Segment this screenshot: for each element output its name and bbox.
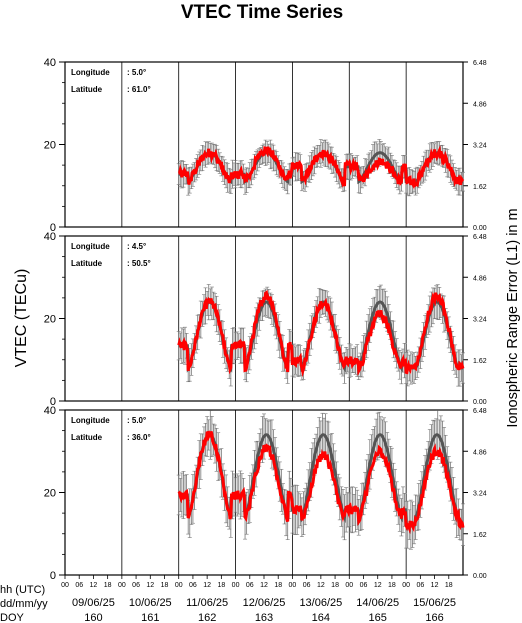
y-tick-label: 0 [50,396,56,408]
doy-label: 161 [141,612,159,623]
right-y-tick-label: 4.86 [473,275,487,282]
hour-tick-label: 00 [345,582,353,589]
doy-label: 165 [369,612,387,623]
right-y-tick-label: 0.00 [473,225,487,232]
y-tick-label: 40 [44,231,56,243]
hour-tick-label: 06 [246,582,254,589]
latitude-value: : 50.5° [127,259,151,268]
y-tick-label: 20 [44,488,56,500]
hour-tick-label: 00 [118,582,126,589]
y-tick-label: 0 [50,222,56,234]
hour-tick-label: 12 [203,582,211,589]
hour-tick-label: 00 [232,582,240,589]
doy-label: 163 [255,612,273,623]
panel-frame [64,235,464,402]
longitude-label: Longitude [71,242,110,251]
date-label: 14/06/25 [356,597,399,609]
date-label: 11/06/25 [186,597,228,609]
doy-label: 164 [312,612,330,623]
hour-tick-label: 18 [161,582,169,589]
y-tick-label: 20 [44,140,56,152]
right-y-tick-label: 6.48 [473,408,487,415]
hour-tick-label: 00 [175,582,183,589]
hour-tick-label: 18 [217,582,225,589]
panel-3: 0 20 40 0.00 1.62 3.24 4.86 6.48 Longitude : 5.0°… [44,405,487,582]
hour-tick-label: 18 [104,582,112,589]
longitude-value: : 5.0° [127,416,146,425]
hour-tick-label: 00 [289,582,297,589]
right-y-tick-label: 6.48 [473,234,487,241]
date-label: 09/06/25 [72,597,115,609]
right-y-tick-label: 4.86 [473,101,487,108]
hour-tick-label: 06 [132,582,140,589]
latitude-label: Latitude [71,85,103,94]
hour-tick-label: 06 [75,582,83,589]
y-tick-label: 40 [44,57,56,69]
hour-tick-label: 00 [61,582,69,589]
doy-label: 160 [84,612,102,623]
latitude-value: : 36.0° [127,433,151,442]
right-y-tick-label: 1.62 [473,532,487,539]
panels-group: 0 20 40 0.00 1.62 3.24 4.86 6.48 Longitude : 5.0°… [44,57,487,582]
hour-tick-label: 12 [90,582,98,589]
hour-tick-label: 06 [303,582,311,589]
hour-tick-label: 18 [274,582,282,589]
right-y-tick-label: 1.62 [473,358,487,365]
hour-tick-label: 18 [445,582,453,589]
hour-tick-label: 12 [374,582,382,589]
longitude-value: : 5.0° [127,68,146,77]
hour-tick-label: 06 [416,582,424,589]
date-label: 15/06/25 [413,597,456,609]
y-tick-label: 40 [44,405,56,417]
doy-label: 166 [425,612,443,623]
latitude-value: : 61.0° [127,85,151,94]
x-row-label: dd/mm/yy [0,598,48,610]
hour-tick-label: 12 [260,582,268,589]
right-y-tick-label: 1.62 [473,184,487,191]
x-row-label: DOY [0,612,25,623]
doy-label: 162 [198,612,216,623]
hour-tick-label: 06 [189,582,197,589]
hour-tick-label: 18 [331,582,339,589]
panel-1: 0 20 40 0.00 1.62 3.24 4.86 6.48 Longitude : 5.0°… [44,57,487,234]
hour-tick-label: 12 [146,582,154,589]
x-axis-group: 00 06 12 18 09/06/25 160 00 06 12 18 10/06/25 161 00… [0,575,456,623]
y-tick-label: 0 [50,570,56,582]
hour-tick-label: 18 [388,582,396,589]
right-y-tick-label: 3.24 [473,317,487,324]
right-y-tick-label: 0.00 [473,573,487,580]
x-row-label: hh (UTC) [0,584,45,596]
hour-tick-label: 00 [402,582,410,589]
date-label: 12/06/25 [243,597,286,609]
y-tick-label: 20 [44,314,56,326]
right-y-tick-label: 3.24 [473,491,487,498]
vtec-series-line [178,145,465,190]
date-label: 13/06/25 [299,597,342,609]
hour-tick-label: 12 [431,582,439,589]
latitude-label: Latitude [71,259,103,268]
right-y-tick-label: 0.00 [473,399,487,406]
latitude-label: Latitude [71,433,103,442]
panel-2: 0 20 40 0.00 1.62 3.24 4.86 6.48 Longitude : 4.5°… [44,231,487,408]
chart-title: VTEC Time Series [181,2,343,23]
hour-tick-label: 06 [360,582,368,589]
right-y-tick-label: 3.24 [473,143,487,150]
date-label: 10/06/25 [129,597,172,609]
right-y-tick-label: 6.48 [473,60,487,67]
hour-tick-label: 12 [317,582,325,589]
longitude-label: Longitude [71,416,110,425]
y-axis-label-left: VTEC (TECu) [13,269,30,368]
vtec-series-line [177,430,465,535]
vtec-series-line [177,289,465,378]
longitude-label: Longitude [71,68,110,77]
longitude-value: : 4.5° [127,242,146,251]
right-y-tick-label: 4.86 [473,449,487,456]
y-axis-label-right: Ionospheric Range Error (L1) in m [505,208,521,427]
